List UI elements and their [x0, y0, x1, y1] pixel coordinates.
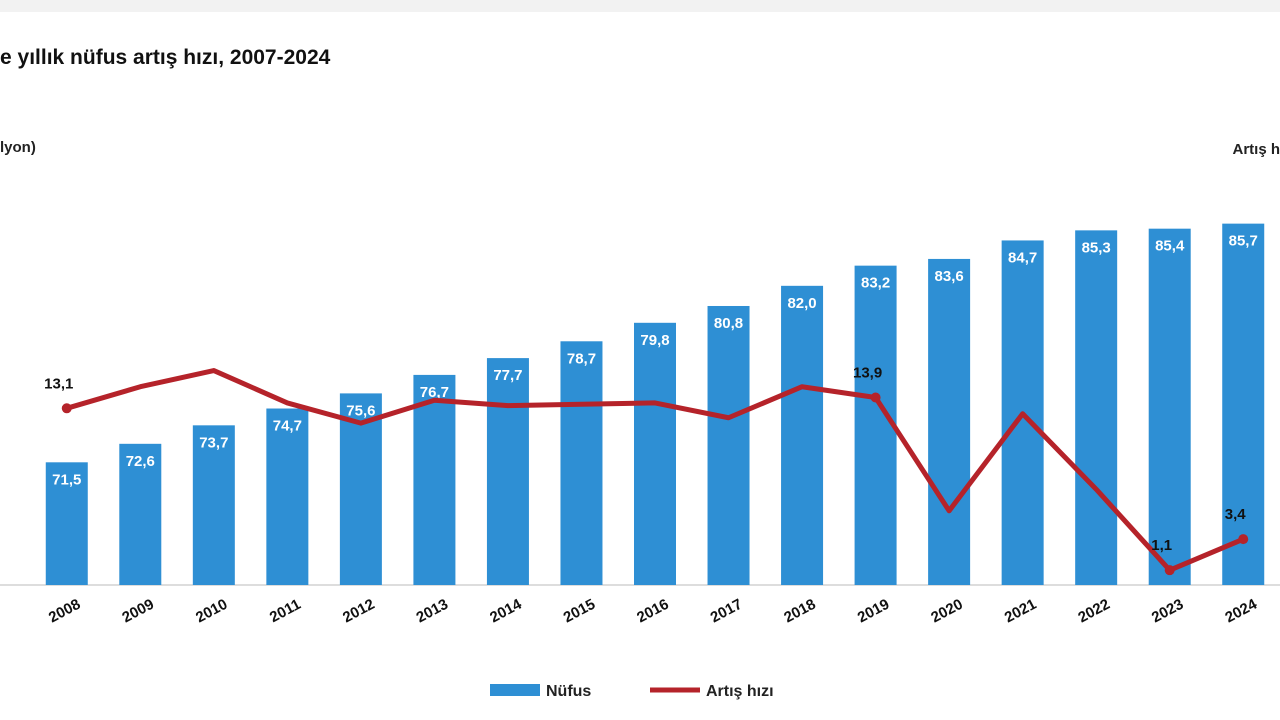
line-value-label: 3,4 [1225, 506, 1247, 523]
bar-value-label: 74,7 [273, 418, 302, 435]
bar [781, 285, 824, 585]
bar-value-label: 83,6 [935, 268, 964, 285]
chart-title: e yıllık nüfus artış hızı, 2007-2024 [0, 46, 331, 69]
bar [634, 322, 676, 585]
x-tick-label: 2023 [1149, 596, 1186, 627]
x-tick-label: 2017 [708, 596, 745, 627]
bar [119, 443, 162, 585]
bar-value-label: 85,7 [1229, 233, 1258, 250]
bar [928, 258, 971, 585]
x-tick-label: 2015 [561, 596, 598, 627]
bar-value-label: 83,2 [861, 275, 890, 292]
line [66, 368, 1245, 573]
x-tick-label: 2024 [1222, 595, 1260, 626]
bar [1148, 228, 1191, 585]
x-tick-label: 2009 [119, 596, 156, 627]
x-tick-label: 2012 [340, 596, 377, 627]
bar-value-label: 85,4 [1155, 238, 1185, 255]
bar [854, 265, 897, 585]
x-tick-label: 2011 [267, 596, 304, 626]
bar-value-label: 80,8 [714, 315, 743, 332]
line-value-label: 1,1 [1151, 537, 1172, 554]
bar [486, 358, 529, 585]
bar-value-label: 77,7 [493, 367, 522, 384]
legend-label: Nüfus [546, 683, 591, 700]
x-tick-label: 2020 [928, 596, 965, 627]
bar [707, 305, 750, 585]
bar-value-label: 76,7 [420, 384, 449, 401]
bar-value-label: 75,6 [346, 402, 375, 419]
x-tick-label: 2018 [781, 596, 818, 627]
bar-value-label: 72,6 [126, 453, 155, 470]
legend-label: Artış hızı [706, 683, 774, 700]
bar-value-label: 84,7 [1008, 249, 1037, 266]
bar [413, 374, 456, 585]
line-value-label: 13,1 [44, 375, 73, 392]
x-tick-label: 2008 [46, 596, 83, 627]
bar-value-label: 85,3 [1082, 239, 1111, 256]
x-tick-label: 2016 [634, 596, 671, 627]
bar [192, 425, 235, 585]
legend-swatch [490, 684, 540, 696]
x-tick-label: 2010 [193, 596, 230, 627]
x-tick-label: 2019 [855, 596, 892, 627]
line-point [1164, 565, 1175, 576]
bar-value-label: 79,8 [640, 332, 669, 349]
bar [560, 341, 603, 585]
bar [45, 462, 88, 585]
x-tick-label: 2022 [1075, 596, 1112, 627]
bar-value-label: 71,5 [52, 471, 81, 488]
bar [1075, 230, 1118, 585]
y-axis-label: lyon) [0, 139, 36, 156]
bar-value-label: 73,7 [199, 434, 228, 451]
bar [1222, 223, 1265, 585]
bar-value-label: 82,0 [787, 295, 816, 312]
line-point [61, 403, 72, 414]
y2-axis-label: Artış h [1232, 141, 1280, 158]
bar-value-label: 78,7 [567, 350, 596, 367]
x-tick-label: 2021 [1002, 596, 1039, 627]
x-tick-label: 2013 [414, 596, 451, 627]
line-point [870, 392, 881, 403]
line-value-label: 13,9 [853, 365, 882, 382]
bar [266, 408, 309, 585]
x-tick-label: 2014 [487, 595, 525, 626]
top-band [0, 0, 1280, 12]
line-point [1238, 534, 1249, 545]
